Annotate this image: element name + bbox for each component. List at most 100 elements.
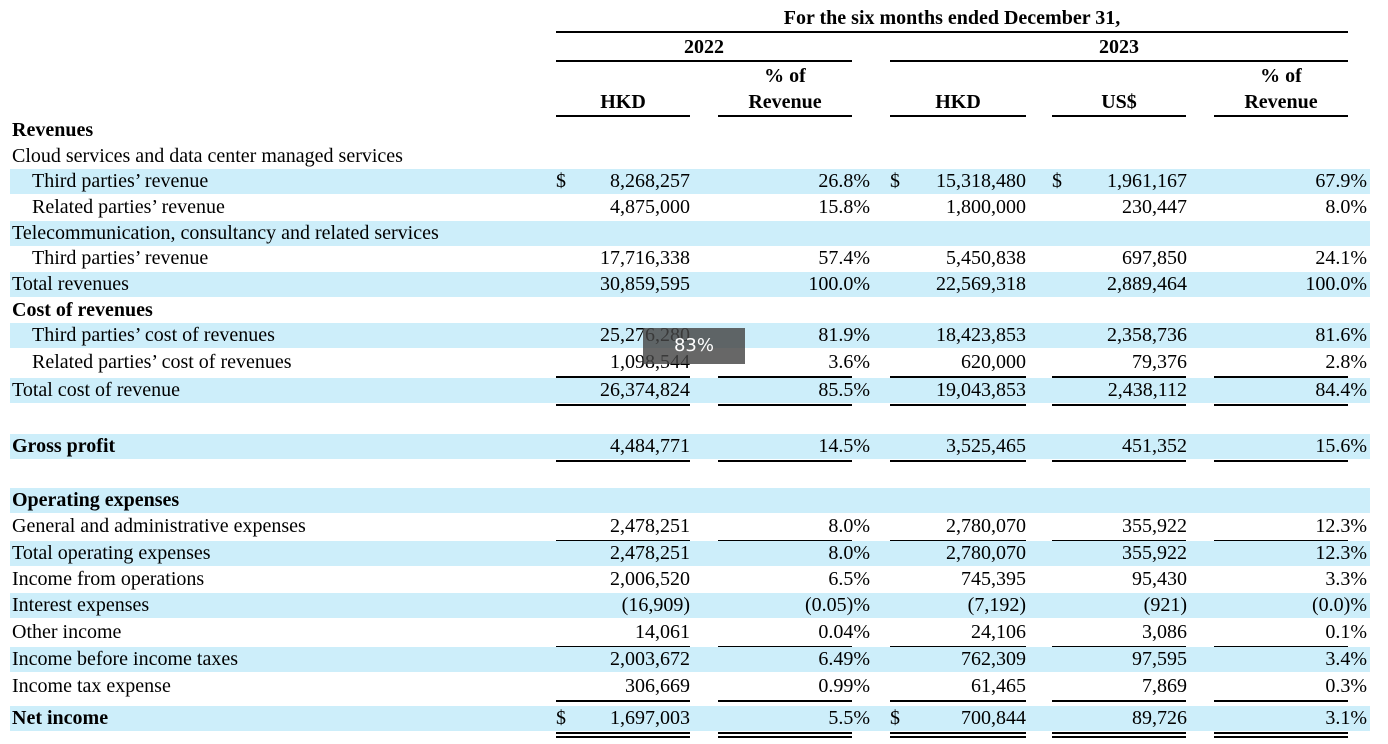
currency-symbol: $ (556, 707, 566, 729)
row-label: Income from operations (12, 568, 205, 590)
row-label: Related parties’ cost of revenues (32, 351, 292, 373)
double-underline (1052, 732, 1186, 738)
table-row: Interest expenses (16,909) (0.05)% (7,192) (… (10, 593, 1370, 618)
cell-hkd-2022: 2,478,251 (610, 542, 690, 564)
cell-pct-2023: 24.1% (1315, 247, 1367, 269)
row-label: Operating expenses (12, 489, 180, 511)
row-label: Gross profit (12, 435, 116, 457)
cell-usd-2023: 355,922 (1122, 515, 1187, 537)
underline (890, 460, 1026, 462)
table-row: Total revenues 30,859,595 100.0% 22,569,318… (10, 272, 1370, 297)
row-label: Other income (12, 621, 122, 643)
cell-hkd-2023: 2,780,070 (946, 515, 1026, 537)
cell-hkd-2022: 306,669 (625, 675, 690, 697)
period-header: For the six months ended December 31, (783, 7, 1121, 29)
currency-symbol: $ (890, 170, 900, 192)
cell-pct-2023: 84.4% (1315, 379, 1367, 401)
col-usd-2023-header: US$ (1101, 91, 1137, 113)
cell-hkd-2023: 5,450,838 (946, 247, 1026, 269)
cell-hkd-2023: 15,318,480 (936, 170, 1026, 192)
cell-usd-2023: 230,447 (1122, 196, 1187, 218)
year-2023-rule (890, 60, 1348, 62)
underline (718, 404, 852, 406)
currency-symbol: $ (556, 170, 566, 192)
underline (890, 376, 1026, 378)
cell-hkd-2022: 1,697,003 (610, 707, 690, 729)
cell-pct-2023: 8.0% (1325, 196, 1367, 218)
cell-pct-2022: 100.0% (808, 273, 870, 295)
underline (1052, 700, 1186, 702)
row-label: Telecommunication, consultancy and relat… (12, 222, 439, 244)
table-row: Related parties’ revenue 4,875,000 15.8% 1,… (10, 195, 1370, 220)
table-row: Other income 14,061 0.04% 24,106 3,086 0.1% (10, 620, 1370, 645)
row-label: Interest expenses (12, 594, 150, 616)
table-row: Total cost of revenue 26,374,824 85.5% 19,0… (10, 378, 1370, 403)
cell-pct-2022: 26.8% (818, 170, 870, 192)
table-row: Third parties’ revenue 8,268,257 26.8% 15,3… (10, 169, 1370, 194)
currency-symbol: $ (890, 707, 900, 729)
cell-pct-2022: 14.5% (818, 435, 870, 457)
cell-usd-2023: 1,961,167 (1107, 170, 1187, 192)
cell-hkd-2023: 24,106 (971, 621, 1026, 643)
cell-usd-2023: 95,430 (1132, 568, 1187, 590)
underline (1214, 700, 1348, 702)
year-2022-header: 2022 (684, 36, 724, 58)
underline (1052, 460, 1186, 462)
col-usd-2023-rule (1052, 115, 1186, 117)
cell-hkd-2023: (7,192) (967, 594, 1026, 616)
col-pct-2022-header-line2: Revenue (748, 91, 822, 113)
row-label: Total operating expenses (12, 542, 211, 564)
table-row: Cloud services and data center managed s… (10, 144, 1370, 169)
row-label: Income before income taxes (12, 648, 239, 670)
cell-hkd-2023: 745,395 (961, 568, 1026, 590)
row-label: Cost of revenues (12, 299, 153, 321)
cell-hkd-2023: 620,000 (961, 351, 1026, 373)
cell-hkd-2023: 61,465 (971, 675, 1026, 697)
underline (556, 460, 690, 462)
table-row: General and administrative expenses 2,478… (10, 514, 1370, 539)
col-pct-2023-rule (1214, 115, 1348, 117)
col-pct-2023-header-line1: % of (1260, 65, 1302, 87)
underline (556, 700, 690, 702)
col-hkd-2022-header: HKD (600, 91, 646, 113)
row-label: Income tax expense (12, 675, 171, 697)
cell-pct-2023: 3.4% (1325, 648, 1367, 670)
table-row: Gross profit 4,484,771 14.5% 3,525,465 451,3… (10, 434, 1370, 459)
cell-hkd-2023: 2,780,070 (946, 542, 1026, 564)
row-label: Revenues (12, 119, 94, 141)
cell-usd-2023: 2,358,736 (1107, 324, 1187, 346)
cell-pct-2022: (0.05)% (805, 594, 870, 616)
underline (718, 700, 852, 702)
cell-usd-2023: 451,352 (1122, 435, 1187, 457)
table-row: Cost of revenues (10, 298, 1370, 323)
cell-usd-2023: 355,922 (1122, 542, 1187, 564)
cell-pct-2023: 67.9% (1315, 170, 1367, 192)
cell-usd-2023: 7,869 (1142, 675, 1187, 697)
col-hkd-2023-rule (890, 115, 1026, 117)
underline (890, 404, 1026, 406)
cell-pct-2022: 0.04% (818, 621, 870, 643)
row-label: Total revenues (12, 273, 129, 295)
cell-hkd-2022: 26,374,824 (600, 379, 690, 401)
underline (1052, 376, 1186, 378)
row-label: Total cost of revenue (12, 379, 180, 401)
cell-pct-2022: 5.5% (828, 707, 870, 729)
col-pct-2022-rule (718, 115, 852, 117)
cell-pct-2023: 0.1% (1325, 621, 1367, 643)
cell-hkd-2022: 14,061 (635, 621, 690, 643)
cell-hkd-2022: 8,268,257 (610, 170, 690, 192)
cell-hkd-2023: 700,844 (961, 707, 1026, 729)
cell-pct-2022: 8.0% (828, 542, 870, 564)
cell-pct-2022: 57.4% (818, 247, 870, 269)
cell-pct-2023: 3.1% (1325, 707, 1367, 729)
cell-pct-2023: 2.8% (1325, 351, 1367, 373)
cell-usd-2023: 79,376 (1132, 351, 1187, 373)
cell-usd-2023: 3,086 (1142, 621, 1187, 643)
cell-pct-2023: 81.6% (1315, 324, 1367, 346)
underline (1214, 460, 1348, 462)
row-label: General and administrative expenses (12, 515, 306, 537)
double-underline (718, 732, 852, 738)
table-row: Telecommunication, consultancy and relat… (10, 221, 1370, 246)
table-row: Net income 1,697,003 5.5% 700,844 89,726 3.1%… (10, 706, 1370, 731)
cell-hkd-2022: 2,003,672 (610, 648, 690, 670)
